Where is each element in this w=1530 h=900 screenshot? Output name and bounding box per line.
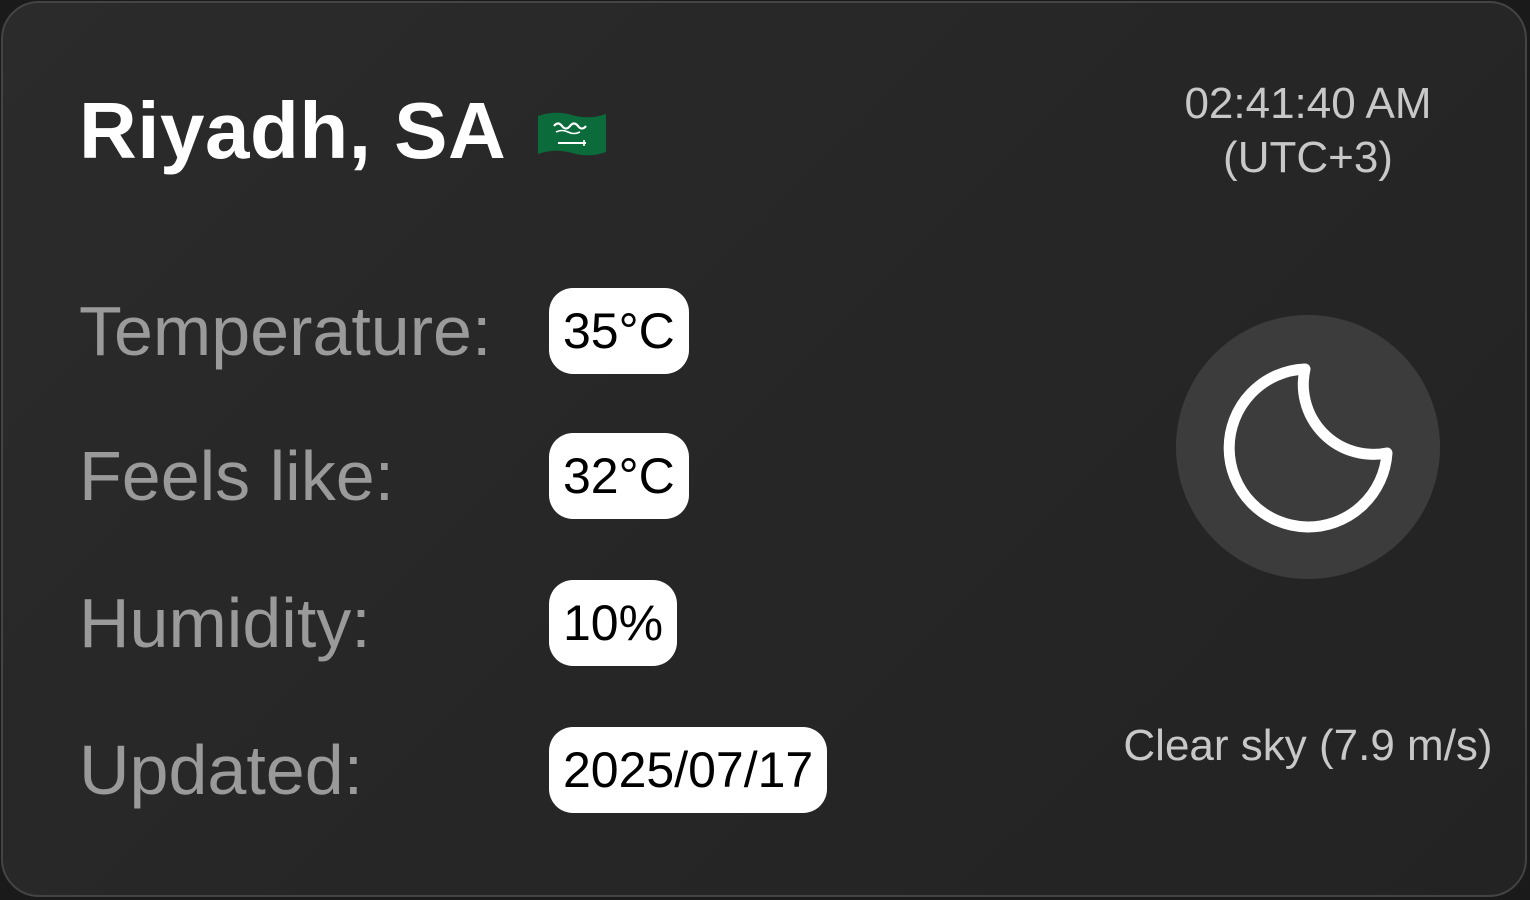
location-header: Riyadh, SA	[79, 85, 610, 177]
weather-condition: Clear sky (7.9 m/s)	[1123, 721, 1493, 770]
city-name: Riyadh, SA	[79, 86, 507, 175]
humidity-value: 10%	[549, 580, 678, 666]
humidity-label: Humidity:	[79, 584, 371, 662]
time-value: 02:41:40 AM	[1184, 79, 1432, 128]
feels-like-value: 32°C	[549, 433, 689, 519]
weather-icon-badge	[1176, 315, 1440, 579]
updated-label: Updated:	[79, 731, 364, 809]
local-time: 02:41:40 AM (UTC+3)	[1113, 77, 1503, 185]
temperature-label: Temperature:	[79, 292, 492, 370]
temperature-value: 35°C	[549, 288, 689, 374]
feels-like-label: Feels like:	[79, 437, 395, 515]
timezone-value: (UTC+3)	[1223, 133, 1393, 182]
moon-icon	[1223, 363, 1393, 533]
saudi-arabia-flag-icon	[538, 112, 607, 156]
updated-value: 2025/07/17	[549, 727, 828, 813]
